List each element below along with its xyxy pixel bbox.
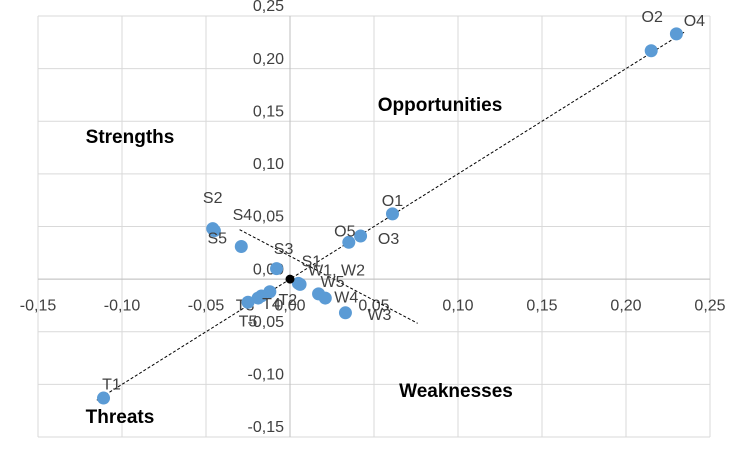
point: [338, 306, 352, 320]
point-label: S2: [203, 190, 223, 207]
point: [669, 27, 683, 41]
x-tick-label: 0,10: [442, 297, 473, 314]
point: [207, 224, 221, 238]
point-label: O5: [334, 224, 355, 241]
point-label: T2: [279, 292, 298, 309]
point-label: W1, W2: [308, 263, 365, 280]
y-tick-label: -0,15: [248, 419, 285, 436]
point: [270, 262, 284, 276]
point-label: O4: [684, 13, 705, 30]
point: [385, 207, 399, 221]
point-label: O2: [642, 9, 663, 26]
x-tick-label: -0,15: [20, 297, 57, 314]
point: [241, 295, 255, 309]
point-label: O1: [382, 193, 403, 210]
point-label: T4: [262, 296, 281, 313]
x-tick-label: 0,00: [274, 297, 305, 314]
point: [293, 277, 307, 291]
point-label: S3: [274, 241, 294, 258]
quadrant-label: Threats: [86, 407, 155, 428]
x-tick-label: 0,15: [526, 297, 557, 314]
point: [97, 391, 111, 405]
point-label: S5: [207, 231, 227, 248]
point-label: T5: [239, 313, 258, 330]
x-tick-label: -0,05: [188, 297, 225, 314]
point-label: O3: [378, 231, 399, 248]
point-label: S4: [233, 207, 253, 224]
point-label: W3: [367, 307, 391, 324]
point: [354, 229, 368, 243]
y-tick-label: 0,20: [253, 51, 284, 68]
point: [342, 235, 356, 249]
point: [234, 239, 248, 253]
y-tick-label: 0,15: [253, 103, 284, 120]
trend-line: [239, 229, 418, 324]
quadrant-label: Weaknesses: [399, 381, 513, 402]
y-tick-label: -0,10: [248, 367, 285, 384]
y-tick-label: 0,25: [253, 0, 284, 15]
y-tick-label: 0,10: [253, 156, 284, 173]
origin-point: [285, 274, 295, 284]
point-label: W5: [321, 274, 345, 291]
point: [644, 44, 658, 58]
y-tick-label: -0,05: [248, 314, 285, 331]
point-label: S1: [302, 254, 322, 271]
x-tick-label: 0,25: [694, 297, 725, 314]
point: [318, 291, 332, 305]
quadrant-label: Strengths: [86, 127, 175, 148]
x-tick-label: 0,20: [610, 297, 641, 314]
y-tick-label: 0,05: [253, 209, 284, 226]
point: [254, 289, 268, 303]
x-tick-label: 0,05: [358, 297, 389, 314]
quadrant-label: Opportunities: [378, 95, 503, 116]
point-label: W4: [334, 289, 358, 306]
x-tick-label: -0,10: [104, 297, 141, 314]
point-label: T1: [102, 376, 121, 393]
